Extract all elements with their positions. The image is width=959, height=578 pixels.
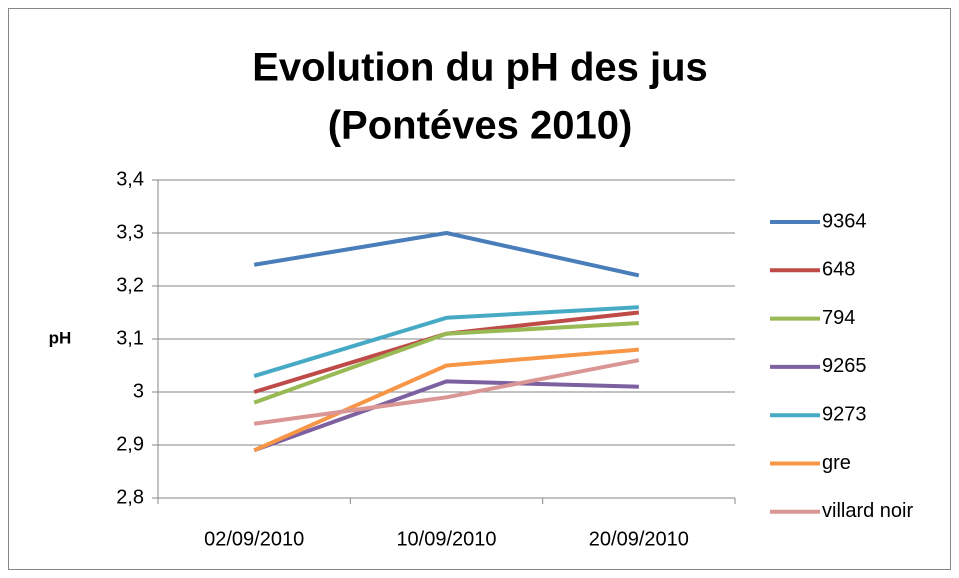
- series-line: [253, 379, 639, 453]
- series-line: [253, 321, 639, 405]
- x-tick-label: 10/09/2010: [396, 528, 496, 550]
- y-tick-label: 3,4: [116, 168, 144, 190]
- y-tick-label: 3: [133, 380, 144, 402]
- chart-title: (Pontéves 2010): [328, 104, 633, 148]
- legend-label: 9265: [822, 355, 867, 377]
- y-tick-label: 2,8: [116, 486, 144, 508]
- legend-label: 648: [822, 259, 855, 281]
- legend-label: 9364: [822, 210, 867, 232]
- series-line: [253, 231, 640, 278]
- series-line: [253, 347, 639, 453]
- y-tick-label: 3,2: [116, 274, 144, 296]
- y-tick-label: 3,1: [116, 327, 144, 349]
- chart-border: [8, 8, 951, 570]
- series-line: [253, 305, 639, 379]
- x-tick-label: 02/09/2010: [204, 528, 304, 550]
- y-tick-label: 2,9: [116, 433, 144, 455]
- legend-label: 9273: [822, 403, 867, 425]
- y-axis-label: pH: [49, 328, 72, 347]
- legend-label: villard noir: [822, 500, 913, 522]
- legend-label: 794: [822, 307, 855, 329]
- chart-title: Evolution du pH des jus: [252, 46, 708, 90]
- series-line: [253, 358, 640, 426]
- x-tick-label: 20/09/2010: [589, 528, 689, 550]
- legend-label: gre: [822, 452, 851, 474]
- y-tick-label: 3,3: [116, 221, 144, 243]
